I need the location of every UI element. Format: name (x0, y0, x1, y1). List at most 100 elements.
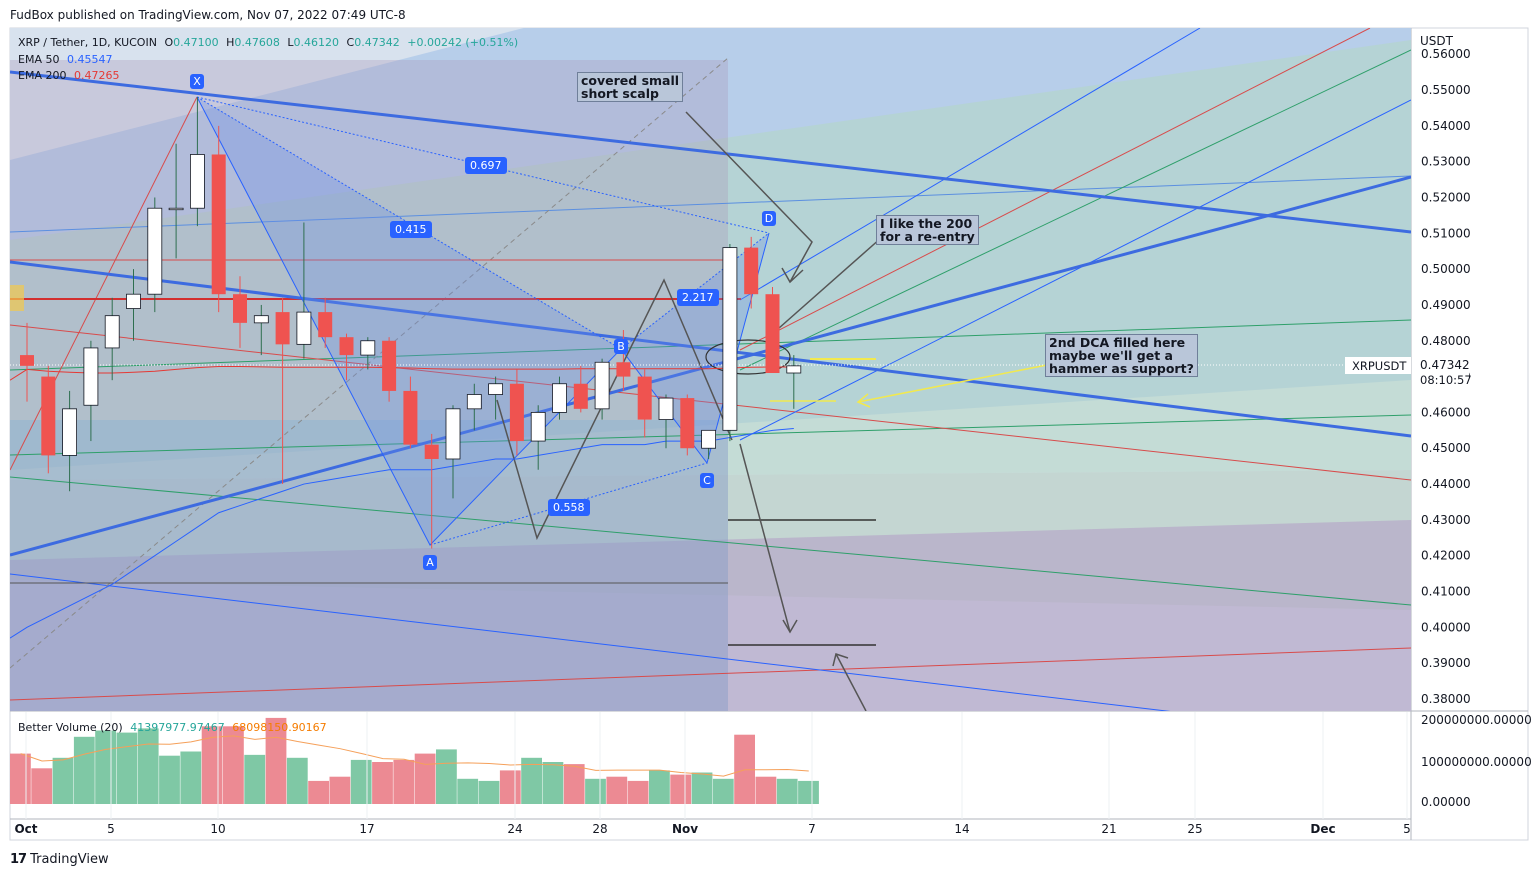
candle-body (658, 397, 674, 420)
volume-bar (137, 728, 159, 804)
candle-body (530, 412, 546, 442)
candle-body (722, 247, 738, 431)
tradingview-logo-icon: 17 (10, 852, 27, 867)
time-tick-label: 5 (1403, 822, 1411, 836)
trendline-upper (10, 70, 1411, 234)
pattern-point-d[interactable]: D (762, 211, 776, 226)
candle-body (680, 398, 695, 449)
ema50-legend[interactable]: EMA 50 0.45547 (18, 53, 112, 66)
open-label: O (164, 36, 174, 49)
ratio-badge-4: 0.558 (548, 499, 590, 516)
volume-bar (393, 759, 415, 804)
volume-bar (286, 757, 308, 804)
candle-body (360, 340, 376, 356)
pattern-point-x[interactable]: X (190, 74, 204, 89)
volume-bar (95, 730, 116, 804)
ema-layer (10, 366, 794, 639)
low-label: L (287, 36, 294, 49)
channel-line (10, 319, 1411, 371)
symbol-tag: XRPUSDT (1352, 359, 1407, 373)
ema50-label: EMA 50 (18, 53, 60, 66)
ema200-label: EMA 200 (18, 69, 67, 82)
volume-bar (180, 751, 202, 804)
channel-line (10, 647, 1411, 701)
volume-bar (499, 770, 521, 804)
candle-body (20, 355, 34, 366)
open-value: 0.47100 (173, 36, 219, 49)
volume-bar (244, 754, 266, 804)
volume-bar (350, 759, 372, 804)
candle-body (253, 315, 269, 324)
volume-bar (73, 736, 95, 804)
last-price-label: 0.47342 (1420, 358, 1470, 372)
projection-arrow (835, 653, 867, 711)
price-tick-label: 0.42000 (1421, 549, 1471, 563)
pattern-point-c[interactable]: C (700, 473, 714, 488)
symbol-legend[interactable]: XRP / Tether, 1D, KUCOIN O0.47100 H0.476… (18, 36, 518, 49)
price-tick-label: 0.56000 (1421, 47, 1471, 61)
candle-body (466, 394, 482, 410)
volume-bar (521, 757, 542, 804)
annotation-dca[interactable]: 2nd DCA filled here maybe we'll get a ha… (1045, 334, 1198, 377)
volume-layer (10, 717, 819, 804)
ema50-line (10, 428, 794, 639)
candle-body (211, 154, 226, 295)
candle-body (424, 444, 439, 459)
volume-bar (478, 780, 500, 804)
candle-body (147, 207, 163, 295)
time-tick-label: Oct (14, 822, 37, 836)
ratio-badge-2: 0.415 (390, 221, 432, 238)
publisher-line: FudBox published on TradingView.com, Nov… (10, 8, 406, 22)
ratio-badge-1: 0.697 (465, 157, 507, 174)
candle-body (339, 337, 354, 356)
alert-marker (10, 285, 24, 311)
fork-line (739, 99, 1411, 441)
annotation-reentry[interactable]: I like the 200 for a re-entry (876, 215, 979, 245)
fib-diagonal (10, 57, 729, 669)
candle-body (786, 365, 802, 374)
volume-bar (691, 772, 713, 804)
volume-bar (308, 780, 329, 804)
ema-cross-ellipse (705, 339, 791, 375)
price-tick-label: 0.52000 (1421, 190, 1471, 204)
ratio-badge-3: 2.217 (677, 289, 719, 306)
price-tick-label: 0.46000 (1421, 405, 1471, 419)
time-tick-label: 14 (954, 822, 969, 836)
time-axis[interactable]: Oct 5 10 17 24 28 Nov 7 14 21 25 Dec 5 (14, 712, 1411, 836)
ema200-legend[interactable]: EMA 200 0.47265 (18, 69, 119, 82)
candle-body (594, 361, 610, 410)
arrow-head (781, 267, 804, 284)
candle-body (296, 311, 312, 345)
price-tick-label: 0.44000 (1421, 477, 1471, 491)
price-tick-label: 0.55000 (1421, 83, 1471, 97)
brand-name: TradingView (30, 852, 109, 867)
volume-bar (627, 780, 649, 804)
volume-bar (10, 753, 31, 804)
high-value: 0.47608 (234, 36, 280, 49)
last-price-tag-bg (1413, 356, 1469, 388)
volume-average-line (20, 735, 809, 777)
lower-box (10, 420, 728, 711)
fork-zone-4 (10, 520, 1411, 711)
volume-bar (542, 762, 564, 804)
time-tick-label: 7 (808, 822, 816, 836)
candle-body (765, 294, 780, 374)
annotation-scalp[interactable]: covered small short scalp (577, 72, 684, 102)
volume-bar (329, 776, 351, 804)
ema50-value: 0.45547 (66, 53, 113, 66)
channel-line (10, 175, 1411, 233)
candle-body (509, 383, 524, 442)
drawings-layer (10, 28, 1411, 711)
volume-legend[interactable]: Better Volume (20) 41397977.97467 680981… (18, 721, 327, 734)
footer-brand[interactable]: 17 TradingView (10, 852, 109, 867)
pattern-point-a[interactable]: A (423, 555, 437, 570)
price-tick-label: 0.43000 (1421, 513, 1471, 527)
time-tick-label: 28 (592, 822, 607, 836)
change-value: +0.00242 (+0.51%) (407, 36, 519, 49)
candle-body (637, 376, 652, 420)
volume-bar (734, 734, 755, 804)
time-tick-label: 25 (1187, 822, 1202, 836)
pattern-point-b[interactable]: B (614, 339, 628, 354)
low-value: 0.46120 (293, 36, 340, 49)
